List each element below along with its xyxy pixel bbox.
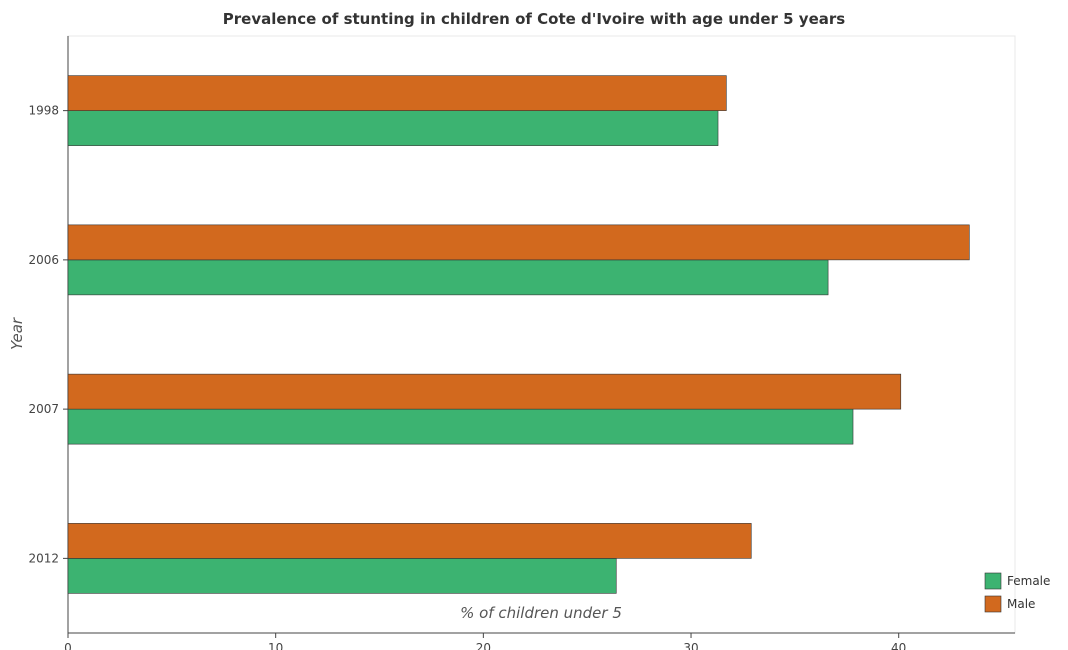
chart-title: Prevalence of stunting in children of Co…	[222, 10, 846, 28]
y-tick-label: 2006	[28, 253, 59, 267]
legend-label-male: Male	[1007, 597, 1035, 611]
y-tick-label: 1998	[28, 104, 59, 118]
x-tick-label: 40	[891, 641, 906, 650]
x-tick-label: 10	[268, 641, 283, 650]
bar-male	[67, 224, 970, 261]
bar-female	[67, 259, 829, 296]
x-tick-label: 20	[476, 641, 491, 650]
bar-male	[67, 523, 752, 559]
y-axis-label: Year	[8, 317, 26, 350]
bar-female	[67, 558, 617, 594]
y-tick-label: 2007	[28, 402, 59, 416]
x-tick-label: 0	[64, 641, 72, 650]
bar-female	[67, 408, 854, 445]
bar-male	[67, 75, 727, 111]
legend-swatch-female	[984, 572, 1002, 590]
legend-swatch-male	[984, 595, 1002, 613]
bar-male	[67, 373, 902, 410]
y-tick-label: 2012	[28, 551, 59, 565]
x-tick-label: 30	[683, 641, 698, 650]
bar-female	[67, 110, 719, 146]
x-axis-label: % of children under 5	[460, 604, 622, 622]
legend-label-female: Female	[1007, 574, 1050, 588]
